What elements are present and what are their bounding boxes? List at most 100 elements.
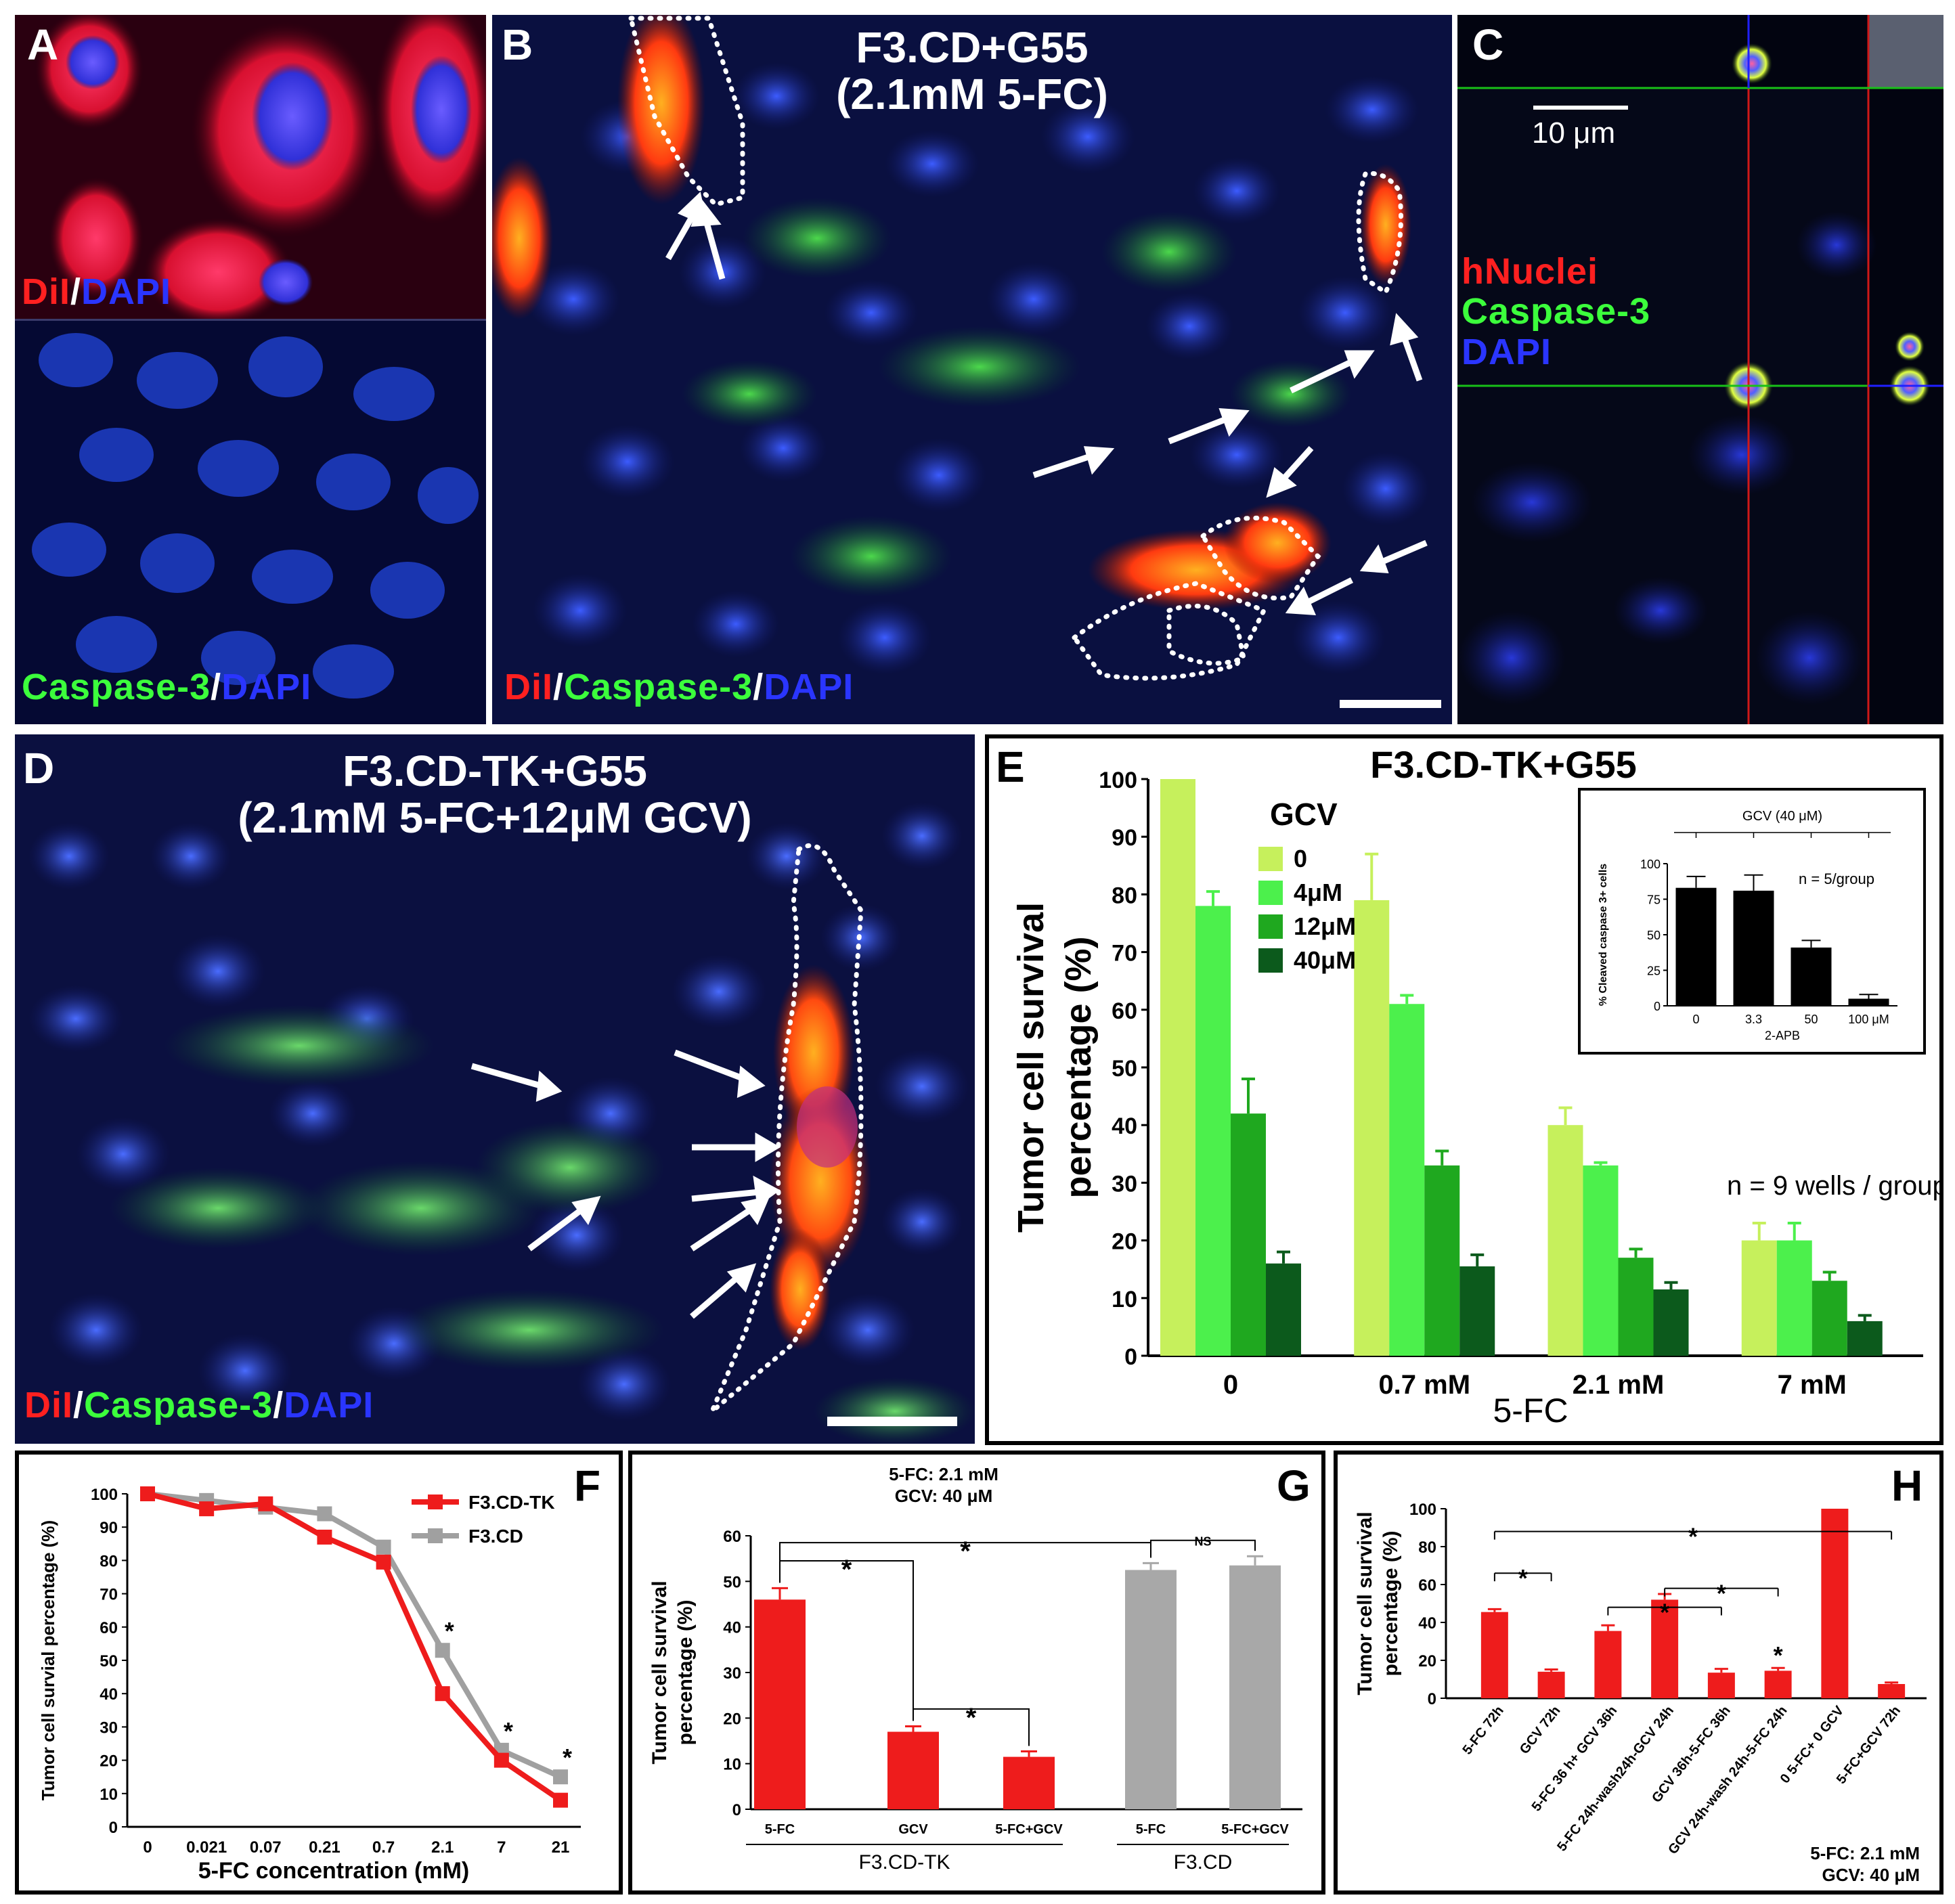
chart-e-inset-title: GCV (40 μM)	[1742, 809, 1822, 824]
panel-d-scale-bar	[827, 1417, 957, 1426]
chart-f-xtick-label: 0	[143, 1838, 152, 1857]
chart-e-title: F3.CD-TK+G55	[1370, 743, 1637, 786]
chart-g-xtick-label: GCV	[898, 1822, 928, 1837]
chart-h-footer-line2: GCV: 40 μM	[1822, 1865, 1920, 1885]
panel-b-legend: DiI/Caspase-3/DAPI	[504, 667, 854, 707]
chart-e-xtick-label: 2.1 mM	[1573, 1370, 1665, 1400]
chart-f-ytick-label: 0	[109, 1819, 118, 1837]
chart-f-xtick-label: 7	[497, 1838, 506, 1857]
chart-e-ytick-label: 20	[1112, 1229, 1137, 1255]
chart-h-bracket-label: *	[1660, 1599, 1669, 1626]
chart-f-point	[553, 1792, 568, 1808]
chart-h-bar	[1821, 1509, 1849, 1698]
chart-h-bar	[1594, 1631, 1622, 1698]
chart-e-bar	[1266, 1263, 1301, 1356]
chart-e-xtick-label: 0.7 mM	[1378, 1370, 1470, 1400]
chart-h-ytick-label: 0	[1428, 1690, 1436, 1708]
chart-e-ytick-label: 70	[1112, 941, 1137, 967]
chart-h-xtick-label: GCV 24h-wash 24h-5-FC 24h	[1665, 1704, 1790, 1857]
panel-d-image	[15, 734, 975, 1444]
chart-f-series-line	[147, 1491, 563, 1802]
chart-f-xlabel: 5-FC concentration (mM)	[198, 1858, 469, 1884]
chart-e-bar	[1741, 1240, 1777, 1356]
chart-e-inset-bar	[1675, 887, 1717, 1006]
chart-e-inset-bar	[1791, 947, 1832, 1006]
chart-h-ytick-label: 100	[1409, 1501, 1436, 1519]
panel-c-image	[1457, 15, 1943, 724]
chart-e-inset-xtick-label: 3.3	[1745, 1013, 1762, 1026]
chart-h-bracket-label: *	[1717, 1580, 1726, 1608]
chart-f-sig-mark: *	[504, 1717, 513, 1745]
panel-d-letter: D	[23, 744, 55, 793]
chart-f-xtick-label: 0.07	[250, 1838, 282, 1857]
chart-e-xtick-label: 7 mM	[1778, 1370, 1847, 1400]
chart-f-ytick-label: 80	[100, 1552, 118, 1570]
chart-e-ytick-label: 50	[1112, 1056, 1137, 1082]
panel-a-bottom-image	[15, 319, 486, 724]
chart-g-bracket-label: *	[841, 1555, 852, 1585]
chart-f-ytick-label: 20	[100, 1752, 118, 1771]
chart-g-ytick-label: 10	[723, 1756, 741, 1774]
panel-a-bottom-legend: Caspase-3/DAPI	[22, 667, 312, 707]
chart-h-xtick-label: GCV 72h	[1517, 1704, 1564, 1757]
chart-g-xtick-label: 5-FC+GCV	[995, 1822, 1063, 1837]
chart-f-legend-label: F3.CD-TK	[468, 1492, 555, 1513]
chart-e-inset-ytick-label: 25	[1647, 965, 1661, 978]
chart-f-ytick-label: 40	[100, 1685, 118, 1704]
chart-h-ytick-label: 80	[1418, 1538, 1436, 1557]
chart-h-ytick-label: 40	[1418, 1614, 1436, 1633]
chart-e-xlabel: 5-FC	[1493, 1392, 1568, 1430]
chart-f-legend-marker	[428, 1528, 443, 1543]
chart-f-legend-marker	[428, 1495, 443, 1509]
chart-h-footer-line1: 5-FC: 2.1 mM	[1810, 1843, 1920, 1863]
chart-g-group-label: F3.CD-TK	[859, 1851, 950, 1874]
chart-e-inset-bar	[1733, 890, 1774, 1006]
chart-e-bar	[1811, 1281, 1847, 1356]
chart-h-xtick-label: 5-FC 24h-wash24h-GCV 24h	[1554, 1704, 1677, 1855]
chart-g-header-line2: GCV: 40 μM	[895, 1486, 993, 1506]
chart-e-inset-ytick-label: 0	[1654, 1000, 1661, 1013]
chart-f-ytick-label: 70	[100, 1586, 118, 1604]
chart-f-xtick-label: 0.021	[186, 1838, 227, 1857]
panel-a: DiI/DAPI Caspase-3/DAPI A	[15, 15, 486, 724]
chart-e-bar	[1424, 1165, 1460, 1356]
chart-e-annotation: n = 9 wells / group	[1727, 1171, 1939, 1201]
panel-d: F3.CD-TK+G55 (2.1mM 5-FC+12μM GCV) DiI/C…	[15, 734, 975, 1444]
panel-c-scale-bar	[1533, 106, 1628, 110]
chart-g-group-label: F3.CD	[1174, 1851, 1233, 1874]
chart-g-bracket-label: NS	[1194, 1535, 1211, 1549]
panel-b-scale-bar	[1340, 700, 1441, 708]
chart-e-inset-xlabel: 2-APB	[1765, 1029, 1800, 1042]
chart-e-ytick-label: 90	[1112, 825, 1137, 851]
chart-f-point	[493, 1752, 509, 1768]
chart-e-inset-xtick-label: 100 μM	[1848, 1013, 1889, 1026]
panel-a-top-image	[15, 15, 486, 319]
chart-e-inset-ytick-label: 100	[1640, 858, 1661, 871]
chart-e-bar	[1160, 779, 1195, 1356]
chart-e-legend-title: GCV	[1270, 797, 1338, 832]
chart-e-bar	[1195, 906, 1231, 1356]
panel-d-title-line2: (2.1mM 5-FC+12μM GCV)	[238, 793, 752, 843]
panel-e-letter: E	[996, 743, 1025, 791]
panel-b: F3.CD+G55 (2.1mM 5-FC) DiI/Caspase-3/DAP…	[492, 15, 1452, 724]
chart-f-sig-mark: *	[445, 1617, 454, 1645]
chart-f-point	[435, 1686, 450, 1702]
chart-e-inset-ylabel: % Cleaved caspase 3+ cells	[1598, 864, 1609, 1006]
panel-a-divider	[15, 319, 486, 321]
panel-d-legend: DiI/Caspase-3/DAPI	[24, 1385, 374, 1425]
panel-c-letter: C	[1472, 20, 1504, 69]
chart-f-legend-label: F3.CD	[468, 1526, 523, 1547]
chart-e-bar	[1847, 1321, 1883, 1356]
panel-e: F3.CD-TK+G55 0 10 20 30 40 50 60 70 80 90 100 Tumor …	[985, 734, 1943, 1445]
chart-e-inset-annotation: n = 5/group	[1799, 870, 1874, 887]
chart-g-ytick-label: 50	[723, 1573, 741, 1591]
chart-h-bar	[1764, 1670, 1792, 1698]
chart-g-bar	[754, 1599, 806, 1809]
chart-h-ylabel-line1: Tumor cell survival	[1354, 1511, 1376, 1695]
chart-e-bar	[1653, 1289, 1689, 1356]
chart-g-bar	[1003, 1756, 1055, 1809]
chart-h-bar	[1480, 1612, 1508, 1698]
chart-g-xtick-label: 5-FC	[765, 1822, 795, 1837]
chart-f-point	[258, 1496, 273, 1511]
